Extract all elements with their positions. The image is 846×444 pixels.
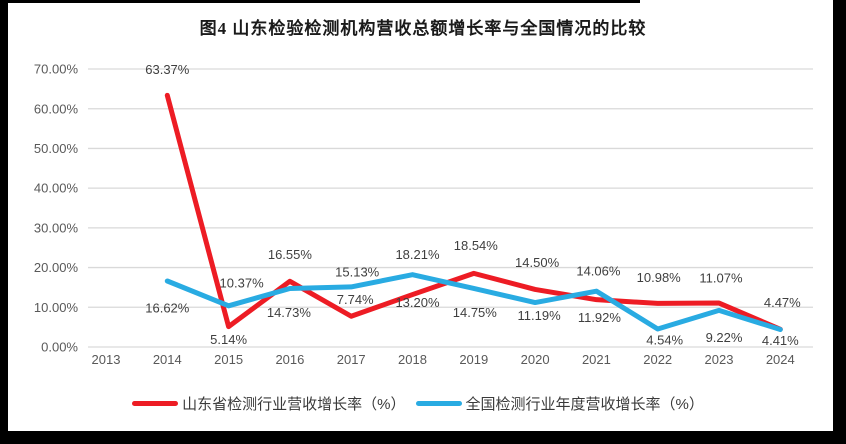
- data-label: 13.20%: [395, 295, 440, 310]
- legend-item-national: 全国检测行业年度营收增长率（%）: [415, 393, 704, 414]
- data-label: 18.21%: [395, 247, 440, 262]
- frame-border-bottom: [0, 431, 846, 444]
- frame-border-right: [833, 0, 846, 444]
- legend-item-shandong: 山东省检测行业营收增长率（%）: [132, 393, 406, 414]
- data-label: 14.50%: [515, 255, 560, 270]
- x-tick-label: 2021: [582, 352, 611, 367]
- x-tick-label: 2016: [275, 352, 304, 367]
- data-label: 4.54%: [646, 333, 683, 348]
- data-label: 10.37%: [220, 275, 265, 290]
- legend: 山东省检测行业营收增长率（%） 全国检测行业年度营收增长率（%）: [0, 393, 836, 414]
- data-label: 11.19%: [518, 308, 562, 323]
- chart-title: 图4 山东检验检测机构营收总额增长率与全国情况的比较: [199, 19, 647, 38]
- data-label: 11.92%: [578, 310, 622, 325]
- x-tick-label: 2013: [92, 352, 121, 367]
- y-tick-label: 50.00%: [34, 141, 79, 156]
- y-tick-label: 20.00%: [34, 260, 79, 275]
- series-line-national: [164, 272, 783, 332]
- y-tick-label: 0.00%: [41, 340, 78, 355]
- data-label: 14.73%: [267, 305, 312, 320]
- data-label: 5.14%: [210, 332, 247, 347]
- data-label: 15.13%: [335, 264, 380, 279]
- legend-swatch-shandong-red: [132, 401, 179, 406]
- x-tick-label: 2024: [766, 352, 795, 367]
- data-label: 18.54%: [454, 238, 499, 253]
- frame-border-top: [0, 0, 640, 3]
- data-label: 14.06%: [576, 264, 621, 279]
- y-tick-label: 60.00%: [34, 101, 79, 116]
- x-tick-label: 2017: [337, 352, 366, 367]
- data-label: 4.47%: [764, 295, 801, 310]
- y-tick-label: 70.00%: [34, 62, 79, 77]
- data-label: 63.37%: [145, 62, 190, 77]
- frame-border-left: [0, 0, 8, 444]
- data-label: 4.41%: [762, 333, 799, 348]
- legend-swatch-national-blue: [415, 401, 462, 406]
- x-tick-label: 2015: [214, 352, 243, 367]
- y-tick-label: 30.00%: [34, 220, 79, 235]
- legend-label-shandong: 山东省检测行业营收增长率（%）: [182, 396, 406, 413]
- data-label: 9.22%: [706, 330, 743, 345]
- legend-label-national: 全国检测行业年度营收增长率（%）: [465, 396, 704, 413]
- data-label: 11.07%: [699, 271, 743, 286]
- x-tick-label: 2014: [153, 352, 182, 367]
- data-label: 16.55%: [268, 247, 313, 262]
- y-tick-label: 40.00%: [34, 181, 79, 196]
- x-tick-label: 2023: [705, 352, 734, 367]
- y-tick-label: 10.00%: [34, 300, 79, 315]
- series-line-shandong: [164, 92, 783, 332]
- data-label: 10.98%: [637, 270, 682, 285]
- data-label: 7.74%: [337, 292, 374, 307]
- data-label: 14.75%: [453, 305, 498, 320]
- x-tick-label: 2020: [521, 352, 550, 367]
- x-tick-label: 2022: [643, 352, 672, 367]
- x-tick-label: 2018: [398, 352, 427, 367]
- data-label: 16.62%: [145, 301, 190, 316]
- x-tick-label: 2019: [459, 352, 488, 367]
